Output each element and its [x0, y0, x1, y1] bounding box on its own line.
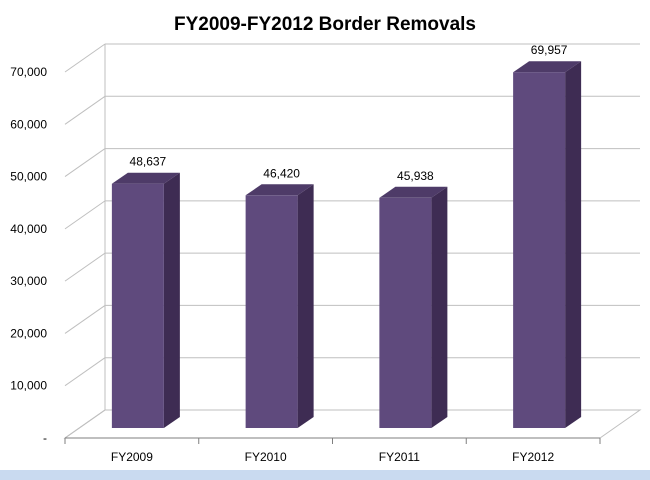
axes: - 10,000 20,000 30,000 40,000 50,000 60,000 70,… — [10, 65, 601, 445]
bottom-band — [0, 470, 650, 480]
y-tick-label: 30,000 — [10, 274, 47, 288]
gridline-diagonal — [64, 95, 106, 125]
bar — [245, 195, 298, 428]
labels: 48,637 FY2009 46,420 FY2010 45,938 FY2011 69,9… — [111, 43, 568, 464]
y-tick-label: 20,000 — [10, 326, 47, 340]
data-label: 69,957 — [531, 43, 568, 57]
y-tick-label: 50,000 — [10, 170, 47, 184]
chart-title: FY2009-FY2012 Border Removals — [174, 14, 476, 35]
y-tick-label: 70,000 — [10, 65, 47, 79]
bar-side — [565, 61, 582, 429]
bar-top — [245, 184, 314, 196]
bar-side — [431, 186, 448, 428]
bars — [111, 61, 582, 429]
gridline-diagonal — [64, 200, 106, 230]
bar-top — [111, 172, 180, 184]
bar — [513, 72, 566, 429]
y-tick-label: 10,000 — [10, 379, 47, 393]
gridline-diagonal — [64, 357, 106, 387]
x-tick-label: FY2010 — [245, 450, 287, 464]
bar — [379, 197, 432, 428]
bar-top — [513, 61, 582, 73]
x-tick-label: FY2012 — [512, 450, 554, 464]
gridline-diagonal — [64, 252, 106, 282]
x-tick-label: FY2011 — [379, 450, 420, 464]
bar — [111, 183, 164, 428]
bar-side — [297, 184, 314, 428]
gridline-diagonal — [64, 148, 106, 177]
gridline-diagonal — [64, 43, 106, 73]
bar-side — [163, 172, 180, 428]
y-tick-label: - — [43, 431, 47, 445]
data-label: 45,938 — [397, 169, 434, 183]
data-label: 46,420 — [263, 166, 300, 180]
x-tick-label: FY2009 — [111, 450, 153, 464]
data-label: 48,637 — [130, 155, 167, 169]
y-tick-label: 40,000 — [10, 222, 47, 236]
y-tick-label: 60,000 — [10, 117, 47, 131]
gridline-diagonal — [64, 305, 106, 334]
bar-top — [379, 186, 448, 198]
